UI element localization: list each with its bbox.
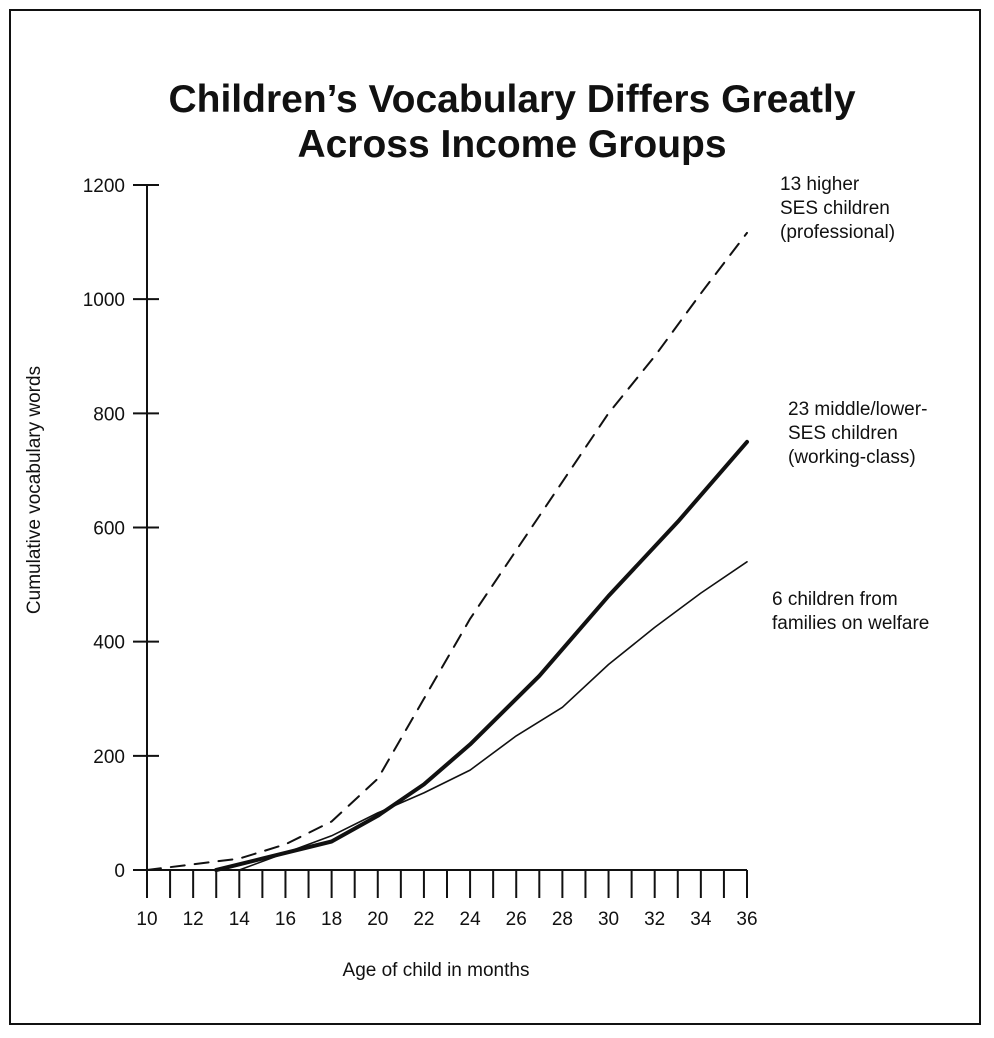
x-tick-label: 20 bbox=[367, 909, 388, 930]
series-line-middle-lower-ses bbox=[214, 439, 749, 872]
label-higher-ses-line: SES children bbox=[780, 198, 890, 219]
label-welfare-line: families on welfare bbox=[772, 613, 929, 634]
series-lines bbox=[146, 231, 749, 872]
x-tick-label: 12 bbox=[183, 909, 204, 930]
x-tick-label: 16 bbox=[275, 909, 296, 930]
y-tick-label: 600 bbox=[93, 519, 125, 540]
axes: 0 200 400 600 800 1000 1200 10 12 14 16 18 20 22 24 26 2… bbox=[83, 176, 758, 930]
label-middle-lower-ses-line: (working-class) bbox=[788, 447, 916, 468]
x-tick-label: 24 bbox=[460, 909, 482, 930]
y-tick-label: 400 bbox=[93, 633, 125, 654]
x-tick-label: 30 bbox=[598, 909, 619, 930]
x-tick-label: 14 bbox=[229, 909, 251, 930]
y-tick-label: 200 bbox=[93, 747, 125, 768]
label-middle-lower-ses-line: 23 middle/lower- bbox=[788, 399, 927, 420]
series-line-welfare bbox=[238, 561, 748, 871]
x-tick-label: 32 bbox=[644, 909, 665, 930]
chart-title-line-2: Across Income Groups bbox=[297, 123, 726, 166]
x-tick-label: 28 bbox=[552, 909, 573, 930]
y-tick-label: 1000 bbox=[83, 290, 125, 311]
series-line-higher-ses bbox=[146, 231, 748, 871]
y-tick-label: 800 bbox=[93, 404, 125, 425]
series-annotations: 13 higher SES children (professional) 23 mi… bbox=[772, 174, 929, 634]
label-welfare: 6 children from families on welfare bbox=[772, 589, 929, 634]
chart-title: Children’s Vocabulary Differs Greatly Ac… bbox=[168, 78, 855, 166]
x-axis-label: Age of child in months bbox=[343, 960, 530, 981]
chart-title-line-1: Children’s Vocabulary Differs Greatly bbox=[168, 78, 855, 121]
x-tick-label: 18 bbox=[321, 909, 342, 930]
y-axis-label: Cumulative vocabulary words bbox=[24, 366, 45, 614]
label-middle-lower-ses-line: SES children bbox=[788, 423, 898, 444]
label-middle-lower-ses: 23 middle/lower- SES children (working-cla… bbox=[788, 399, 927, 468]
y-tick-label: 0 bbox=[114, 861, 125, 882]
label-welfare-line: 6 children from bbox=[772, 589, 898, 610]
label-higher-ses: 13 higher SES children (professional) bbox=[780, 174, 895, 243]
label-higher-ses-line: 13 higher bbox=[780, 174, 860, 195]
label-higher-ses-line: (professional) bbox=[780, 222, 895, 243]
x-tick-label: 10 bbox=[136, 909, 157, 930]
x-tick-label: 34 bbox=[690, 909, 712, 930]
x-tick-label: 36 bbox=[736, 909, 757, 930]
x-tick-label: 26 bbox=[506, 909, 527, 930]
y-tick-label: 1200 bbox=[83, 176, 125, 197]
chart-frame bbox=[9, 9, 981, 1025]
x-tick-label: 22 bbox=[413, 909, 434, 930]
